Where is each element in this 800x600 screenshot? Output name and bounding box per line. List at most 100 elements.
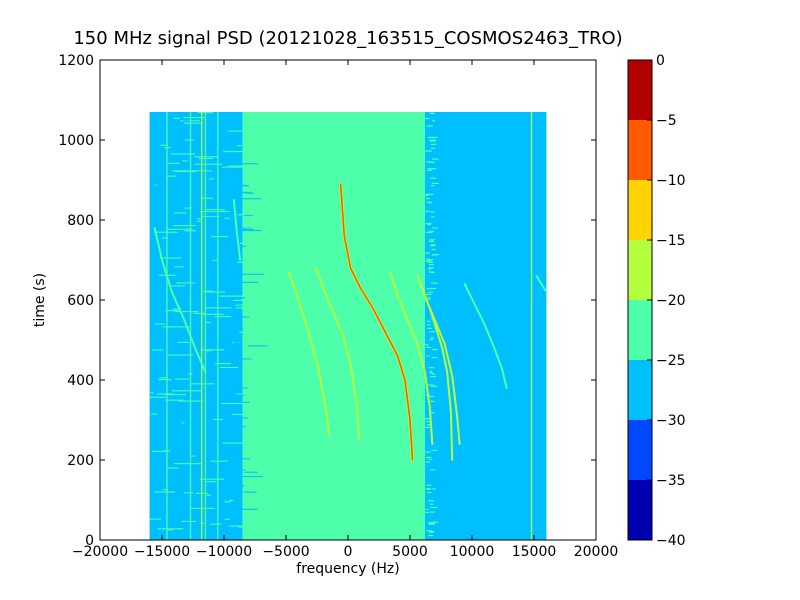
x-tick-label: 0 xyxy=(344,544,353,560)
noise-streak xyxy=(159,377,165,379)
noise-streak xyxy=(427,168,432,170)
noise-streak xyxy=(177,528,184,530)
noise-streak xyxy=(177,448,198,450)
noise-streak xyxy=(175,170,197,173)
noise-streak xyxy=(171,335,178,337)
noise-streak xyxy=(426,258,430,260)
noise-streak xyxy=(228,525,257,527)
noise-streak xyxy=(171,142,179,144)
noise-streak xyxy=(171,390,202,392)
noise-streak xyxy=(227,130,258,132)
noise-streak xyxy=(431,112,435,115)
noise-streak xyxy=(219,324,244,327)
noise-streak xyxy=(241,401,250,403)
noise-streak xyxy=(164,382,192,384)
noise-streak xyxy=(231,485,245,487)
noise-streak xyxy=(157,300,187,302)
noise-streak xyxy=(239,331,269,333)
noise-streak xyxy=(167,168,192,170)
noise-streak xyxy=(152,450,168,453)
noise-streak xyxy=(427,136,433,139)
noise-streak xyxy=(207,174,225,176)
colorbar-tick-label: 0 xyxy=(656,53,665,69)
noise-streak xyxy=(156,296,162,298)
noise-streak xyxy=(223,465,241,467)
doppler-trace xyxy=(339,183,414,461)
noise-streak xyxy=(425,461,430,463)
noise-streak xyxy=(190,316,194,318)
noise-streak xyxy=(242,387,248,389)
noise-streak xyxy=(183,492,194,494)
noise-streak xyxy=(426,530,432,532)
noise-streak xyxy=(428,261,433,264)
noise-streak xyxy=(432,120,436,122)
noise-streak xyxy=(214,190,224,192)
noise-streak xyxy=(425,426,431,429)
noise-streak xyxy=(240,295,248,298)
doppler-trace xyxy=(421,287,454,461)
noise-streak xyxy=(224,358,252,360)
noise-streak xyxy=(195,531,199,534)
noise-streak xyxy=(154,491,175,493)
colorbar-tick-label: −20 xyxy=(656,293,686,309)
noise-streak xyxy=(166,175,177,177)
noise-streak xyxy=(219,366,239,369)
noise-streak xyxy=(425,293,432,296)
noise-streak xyxy=(430,177,437,179)
x-tick-label: −15000 xyxy=(134,544,190,560)
noise-streak xyxy=(246,316,275,318)
noise-streak xyxy=(426,355,430,357)
noise-streak xyxy=(196,220,202,222)
noise-streak xyxy=(184,207,193,209)
noise-streak xyxy=(425,252,429,254)
noise-streak xyxy=(424,451,432,453)
noise-streak xyxy=(242,426,246,428)
noise-streak xyxy=(190,321,206,323)
noise-streak xyxy=(430,385,438,387)
noise-streak xyxy=(425,194,429,197)
noise-streak xyxy=(428,267,434,269)
noise-streak xyxy=(236,307,255,309)
y-tick-label: 800 xyxy=(67,213,94,229)
noise-streak xyxy=(193,312,207,315)
noise-streak xyxy=(428,458,433,461)
noise-streak xyxy=(230,316,250,318)
noise-streak xyxy=(153,184,159,186)
noise-streak xyxy=(191,338,198,340)
noise-streak xyxy=(163,366,185,369)
noise-streak xyxy=(173,225,196,227)
noise-streak xyxy=(171,170,187,172)
noise-streak xyxy=(234,191,252,194)
noise-streak xyxy=(426,324,431,326)
noise-streak xyxy=(248,238,252,240)
noise-streak xyxy=(159,257,182,259)
colorbar-segment xyxy=(628,60,652,120)
noise-streak xyxy=(425,193,431,196)
noise-streak xyxy=(234,508,258,510)
noise-streak xyxy=(211,236,229,238)
noise-streak xyxy=(426,320,431,322)
noise-streak xyxy=(198,427,227,429)
noise-streak xyxy=(224,475,243,477)
noise-streak xyxy=(210,526,227,528)
noise-streak xyxy=(233,341,243,343)
noise-streak xyxy=(430,168,437,170)
noise-streak xyxy=(149,396,166,398)
noise-streak xyxy=(171,285,185,287)
noise-streak xyxy=(224,328,244,330)
noise-streak xyxy=(173,381,197,383)
noise-streak xyxy=(429,338,434,341)
noise-streak xyxy=(426,298,430,301)
noise-streak xyxy=(212,259,218,261)
noise-streak xyxy=(222,305,235,307)
x-tick-label: −5000 xyxy=(262,544,309,560)
noise-streak xyxy=(186,530,209,533)
noise-streak xyxy=(150,531,156,533)
x-tick-label: 15000 xyxy=(512,544,557,560)
heatmap-area xyxy=(149,112,548,540)
noise-streak xyxy=(432,227,438,229)
noise-streak xyxy=(202,313,224,315)
noise-streak xyxy=(424,210,431,212)
noise-streak xyxy=(180,163,195,165)
noise-streak xyxy=(430,503,434,505)
